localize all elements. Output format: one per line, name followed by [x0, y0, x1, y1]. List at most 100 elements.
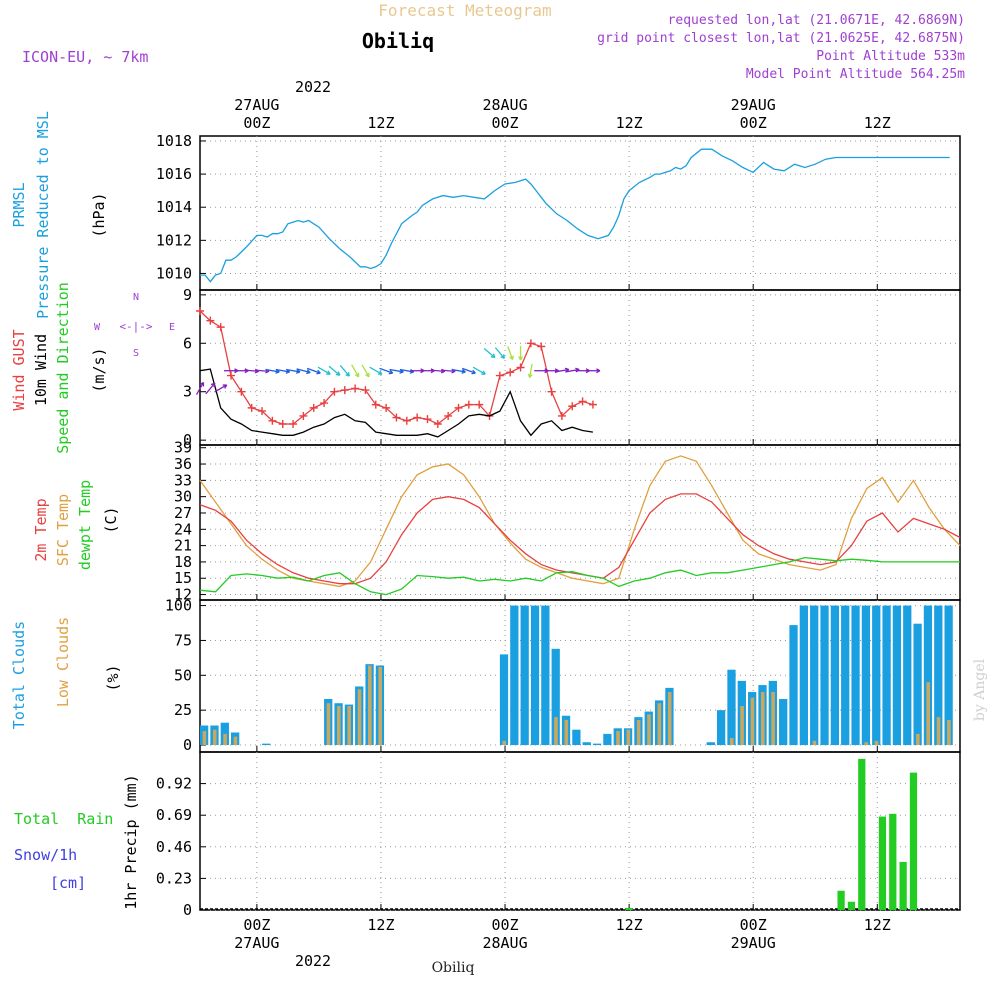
gust-point	[547, 387, 556, 396]
total-cloud-bar	[903, 605, 912, 746]
wind-arrow	[441, 369, 456, 372]
low-cloud-bar	[812, 740, 817, 746]
clouds-panel: 0 25 50 75 100	[165, 597, 961, 754]
gust-point	[320, 399, 329, 408]
total-cloud-bar	[892, 605, 902, 746]
pressure-line	[200, 148, 950, 283]
rain-legend: Total Rain	[14, 810, 113, 828]
temp-2m-label: 2m Temp	[32, 498, 50, 561]
pressure-ytick-label: 1018	[156, 132, 192, 150]
wind-arrow-head	[316, 369, 321, 375]
precipitation-panel: 0 0.23 0.46 0.69 0.92	[156, 751, 961, 919]
wind-arrow-head	[377, 370, 383, 375]
top-hour-label: 12Z	[864, 114, 891, 132]
total-cloud-bar	[572, 729, 581, 746]
clouds-ytick-label: 75	[174, 631, 192, 649]
wind-arrow-head	[518, 356, 524, 361]
gust-point	[330, 387, 339, 396]
low-cloud-bar	[202, 731, 207, 746]
wind-arrow	[339, 364, 350, 377]
low-cloud-bar	[337, 705, 341, 746]
clouds-axis-labels: Total Clouds Low Clouds (%)	[10, 617, 122, 729]
wind-arrow	[244, 369, 259, 372]
gust-point	[340, 386, 349, 395]
gust-line	[199, 310, 594, 425]
low-cloud-bar	[626, 729, 631, 746]
wind-arrow	[389, 368, 404, 373]
total-cloud-bar	[551, 648, 560, 746]
bottom-hour-label: 00Z	[243, 916, 270, 934]
total-cloud-bar	[706, 742, 715, 746]
gust-point	[423, 415, 432, 424]
total-cloud-bar	[913, 623, 922, 746]
wind-ytick-label: 9	[183, 286, 192, 304]
total-cloud-bar	[851, 605, 860, 746]
total-cloud-bar	[872, 605, 881, 746]
precipitation-ytick-label: 0.46	[156, 838, 192, 856]
low-cloud-bar	[750, 697, 755, 746]
low-cloud-bar	[326, 703, 331, 746]
wind-axis-labels: Wind GUST 10m Wind Speed and Direction (…	[10, 282, 175, 454]
total-cloud-bar	[810, 605, 819, 746]
precip-bar	[889, 813, 897, 910]
gust-point	[537, 342, 546, 351]
gust-point	[289, 420, 298, 429]
gust-point	[371, 400, 380, 409]
top-hour-label: 00Z	[243, 114, 270, 132]
gust-point	[247, 403, 256, 412]
gust-point	[237, 387, 246, 396]
footer-location: Obiliq	[432, 960, 475, 976]
gust-point	[268, 416, 277, 425]
precip-bar	[625, 907, 633, 910]
low-cloud-bar	[223, 733, 227, 746]
total-cloud-bar	[882, 605, 891, 746]
wind-arrow-head	[199, 381, 205, 387]
top-hour-label: 12Z	[616, 114, 643, 132]
precipitation-ytick-label: 0.92	[156, 775, 192, 793]
wind-arrow	[472, 366, 486, 375]
total-cloud-bar	[727, 669, 736, 746]
precip-bar	[909, 772, 918, 910]
pressure-axis-labels: PRMSL Pressure Reduced to MSL (hPa)	[10, 111, 108, 319]
snow-unit-legend: [cm]	[50, 874, 86, 892]
pressure-ytick-label: 1010	[156, 264, 192, 282]
low-cloud-bar	[368, 665, 372, 746]
temp-dewpt-label: dewpt Temp	[76, 480, 94, 570]
bottom-hour-label: 00Z	[740, 916, 767, 934]
bottom-hour-label: 12Z	[616, 916, 643, 934]
top-date-label: 28AUG	[482, 96, 527, 114]
wind-arrow	[529, 363, 533, 378]
total-cloud-bar	[934, 605, 943, 746]
wind-arrow-head	[388, 369, 394, 375]
wind-arrow	[205, 382, 216, 395]
total-cloud-bar	[592, 743, 602, 746]
gust-point	[258, 407, 267, 416]
wind-arrow	[494, 347, 505, 359]
total-cloud-bar	[923, 605, 933, 746]
total-cloud-bar	[799, 605, 808, 746]
precipitation-frame	[199, 751, 961, 911]
total-cloud-bar	[820, 605, 829, 746]
low-cloud-bar	[760, 692, 765, 746]
wind-arrow-head	[326, 370, 331, 375]
gust-point	[361, 386, 370, 395]
top-hour-label: 12Z	[367, 114, 394, 132]
sfc-temp-line	[199, 455, 961, 588]
total-cloud-bar	[789, 625, 798, 746]
total-cloud-bar	[262, 743, 271, 746]
clouds-unit: (%)	[104, 664, 122, 691]
gust-point	[227, 371, 236, 380]
total-cloud-bar	[530, 605, 540, 746]
temperature-ytick-label: 30	[174, 488, 192, 506]
wind-arrow-head	[527, 373, 533, 379]
total-cloud-bar	[841, 605, 850, 746]
wind-arrow	[507, 346, 514, 360]
top-date-label: 27AUG	[234, 96, 279, 114]
wind-arrow	[565, 368, 580, 373]
total-cloud-bar	[717, 710, 726, 746]
wind-ytick-label: 6	[183, 334, 192, 352]
wind-arrow-head	[490, 353, 496, 359]
chart-title: Forecast Meteogram	[378, 1, 551, 20]
temperature-ytick-label: 27	[174, 504, 192, 522]
dewpt-line	[199, 556, 960, 596]
